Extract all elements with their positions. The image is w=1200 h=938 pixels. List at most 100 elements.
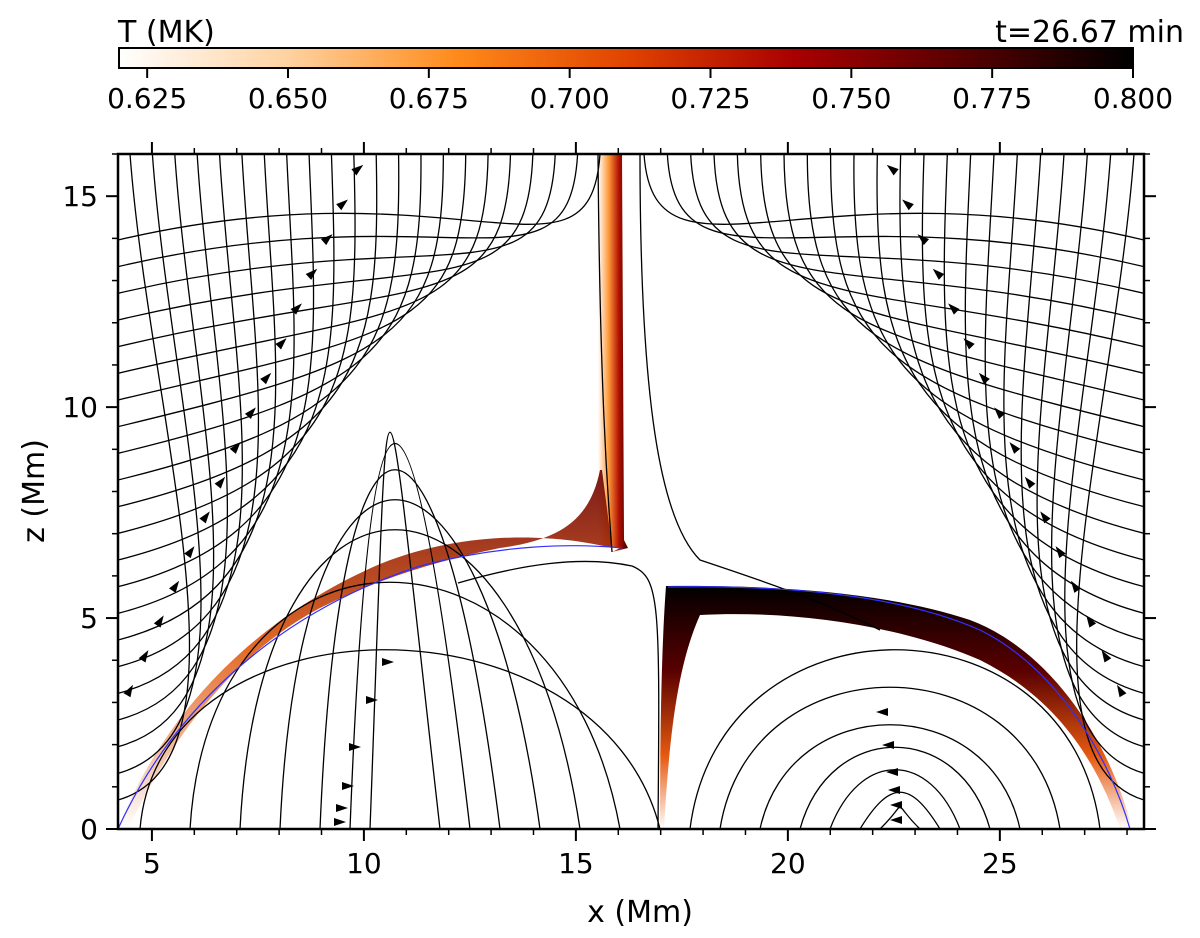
field-line-arrow	[886, 768, 898, 776]
temperature-field	[118, 0, 1144, 829]
separatrix-right	[667, 586, 1131, 829]
field-line-sheet-left	[597, 154, 613, 553]
field-line-arrow	[169, 580, 180, 593]
field-line-arrow	[886, 164, 899, 176]
field-line-right-open	[899, 154, 1144, 534]
colorbar-tick-label: 0.700	[530, 82, 610, 115]
y-axis-label: z (Mm)	[17, 439, 52, 543]
field-line-right-open	[666, 154, 1144, 268]
field-line-right-open	[1003, 154, 1144, 668]
colorbar-tick-label: 0.650	[248, 82, 328, 115]
field-line-right-open	[1036, 154, 1144, 721]
field-line-left-open	[118, 154, 215, 748]
field-line-right-open	[984, 154, 1144, 641]
field-line-arrow	[412, 23, 426, 36]
field-line-arrow	[876, 708, 888, 716]
field-line-arrow	[214, 476, 226, 489]
field-line-arrow	[275, 338, 287, 350]
field-line-arrow	[823, 23, 837, 36]
field-line-arrow	[888, 786, 900, 794]
field-line-arrow	[428, 0, 442, 1]
colorbar-ticks: 0.625 0.650 0.675 0.700 0.725 0.750 0.775 0.800	[107, 68, 1173, 115]
field-line-right-open	[830, 154, 1144, 454]
colorbar: T (MK) t=26.67 min 0.625 0.650 0.675 0.700 0…	[107, 15, 1184, 115]
field-line-right-loop	[719, 686, 1061, 829]
field-line-arrows	[123, 0, 1127, 826]
time-label: t=26.67 min	[995, 15, 1184, 50]
field-line-left-open	[118, 154, 534, 321]
field-line-left-open	[118, 154, 489, 374]
field-line-right-open	[783, 154, 1144, 401]
field-line-arrow	[948, 303, 960, 315]
colorbar-tick-label: 0.750	[811, 82, 891, 115]
colorbar-tick-label: 0.775	[952, 82, 1032, 115]
field-line-left-loop	[349, 443, 471, 829]
x-tick-label: 20	[770, 847, 806, 880]
field-line-arrow	[229, 442, 241, 454]
field-line-left-open	[118, 154, 400, 481]
field-line-arrow	[342, 782, 354, 790]
field-line-right-open	[643, 154, 1144, 241]
x-tick-label: 10	[346, 847, 382, 880]
field-line-arrow	[334, 818, 346, 826]
field-line-left-open	[118, 154, 579, 268]
field-line-arrow	[994, 407, 1006, 420]
field-line-left-open	[118, 154, 315, 588]
colorbar-bar	[118, 47, 1134, 69]
field-line-left-open	[118, 154, 244, 694]
field-line-left-open	[118, 154, 335, 561]
field-line-left-open	[118, 154, 191, 801]
field-line-right-open	[806, 154, 1144, 428]
y-axis-ticks: 0 5 10 15	[62, 153, 1156, 846]
x-axis-ticks: 5 10 15 20 25	[143, 142, 1128, 880]
field-line-left-open	[118, 154, 467, 401]
field-line-arrow	[1040, 511, 1051, 524]
field-line-arrow	[336, 804, 348, 812]
field-line-right-open	[760, 154, 1144, 374]
field-line-arrow	[382, 658, 394, 666]
field-line-right-open	[853, 154, 1144, 481]
y-tick-label: 10	[62, 391, 98, 424]
field-line-left-loop	[279, 499, 541, 829]
field-line-arrow	[882, 741, 894, 749]
field-line-arrow	[869, 127, 883, 141]
field-line-arrow	[902, 199, 914, 211]
field-line-left-open	[118, 154, 295, 614]
field-line-arrow	[184, 546, 195, 559]
colorbar-tick-label: 0.800	[1093, 82, 1173, 115]
field-line-left-loop	[189, 581, 621, 829]
colorbar-tick-label: 0.675	[389, 82, 469, 115]
field-line-arrow	[1024, 476, 1036, 489]
y-tick-label: 15	[62, 180, 98, 213]
field-line-arrow	[138, 650, 149, 663]
field-line-left-open	[118, 154, 260, 668]
x-tick-label: 25	[982, 847, 1018, 880]
field-line-null-inner	[457, 560, 660, 829]
field-line-arrow	[890, 816, 902, 824]
x-tick-label: 15	[558, 847, 594, 880]
field-line-left-open	[118, 154, 277, 641]
field-line-arrow	[932, 268, 945, 280]
field-line-left-open	[118, 154, 229, 721]
field-line-arrow	[320, 234, 333, 246]
colorbar-tick-label: 0.725	[670, 82, 750, 115]
field-line-arrow	[153, 615, 164, 628]
right-hot-wedge	[660, 585, 1132, 829]
field-line-right-open	[736, 154, 1144, 348]
field-line-left-open	[118, 154, 601, 241]
field-line-right-loop	[759, 724, 1021, 829]
field-line-arrow	[917, 234, 930, 246]
field-line-left-open	[118, 154, 356, 534]
field-line-arrow	[305, 268, 318, 280]
field-line-arrow	[963, 338, 975, 350]
field-line-right-open	[1020, 154, 1144, 694]
colorbar-label: T (MK)	[117, 15, 215, 50]
field-line-arrow	[1101, 650, 1112, 663]
field-line-arrow	[349, 743, 361, 751]
field-line-right-open	[876, 154, 1144, 508]
y-tick-label: 5	[80, 602, 98, 635]
plot-area: 5 10 15 20 25 0 5 10 15	[62, 0, 1156, 880]
field-line-arrow	[351, 164, 364, 176]
y-tick-label: 0	[80, 813, 98, 846]
